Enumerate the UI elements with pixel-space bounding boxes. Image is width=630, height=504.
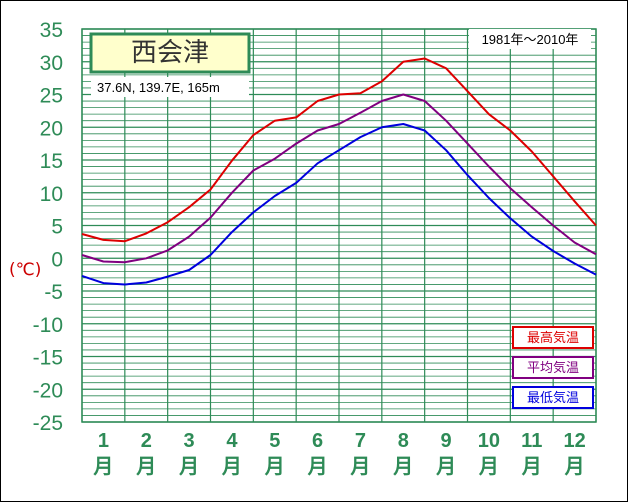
y-tick-label: -20 bbox=[33, 379, 63, 402]
x-tick-suffix: 月 bbox=[178, 456, 199, 478]
x-tick-suffix: 月 bbox=[264, 456, 285, 478]
legend-label: 最高気温 bbox=[527, 330, 579, 346]
station-title: 西会津 bbox=[131, 38, 209, 68]
y-axis-ticks: 35 30 25 20 15 10 5 0 -5 -10 -15 -20 -25 bbox=[33, 19, 63, 435]
legend-box bbox=[512, 326, 594, 349]
location-text: 37.6N, 139.7E, 165m bbox=[97, 80, 220, 95]
y-tick-label: -15 bbox=[33, 347, 63, 370]
x-axis-ticks: 1 月 2 月 3 月 4 月 5 月 6 月 7 月 8 月 9 月 10 月 11 月 12 月 bbox=[92, 430, 585, 478]
y-tick-label: -5 bbox=[44, 281, 63, 304]
period-text: 1981年〜2010年 bbox=[482, 32, 579, 47]
legend-box bbox=[512, 356, 594, 379]
legend-label: 平均気温 bbox=[527, 360, 579, 376]
y-tick-label: 25 bbox=[40, 85, 63, 108]
x-tick-label: 10 bbox=[478, 430, 500, 452]
y-axis-unit-label: (℃) bbox=[9, 260, 41, 280]
y-tick-label: 15 bbox=[40, 150, 63, 173]
legend-label: 最低気温 bbox=[527, 390, 579, 406]
x-tick-label: 4 bbox=[226, 430, 238, 452]
x-tick-suffix: 月 bbox=[135, 456, 156, 478]
station-title-box bbox=[89, 32, 251, 74]
x-tick-label: 11 bbox=[521, 430, 542, 452]
x-tick-suffix: 月 bbox=[349, 456, 370, 478]
x-tick-label: 8 bbox=[398, 430, 409, 452]
series-line bbox=[81, 123, 597, 286]
y-tick-label: 35 bbox=[40, 19, 63, 42]
y-tick-label: 20 bbox=[40, 117, 63, 140]
location-box bbox=[91, 77, 249, 97]
y-tick-label: 0 bbox=[51, 248, 63, 271]
x-tick-label: 7 bbox=[355, 430, 366, 452]
period-box bbox=[469, 29, 591, 49]
y-tick-label: 30 bbox=[40, 52, 63, 75]
series-line bbox=[81, 93, 597, 264]
y-tick-label: -10 bbox=[33, 314, 63, 337]
x-tick-suffix: 月 bbox=[92, 456, 113, 478]
x-tick-suffix: 月 bbox=[564, 456, 585, 478]
x-tick-suffix: 月 bbox=[435, 456, 456, 478]
x-tick-suffix: 月 bbox=[307, 456, 328, 478]
x-tick-label: 9 bbox=[441, 430, 452, 452]
x-tick-label: 12 bbox=[563, 430, 585, 452]
x-tick-label: 1 bbox=[98, 430, 109, 452]
y-tick-label: -25 bbox=[33, 412, 63, 435]
y-tick-label: 5 bbox=[51, 216, 63, 239]
x-tick-label: 3 bbox=[184, 430, 195, 452]
x-tick-suffix: 月 bbox=[521, 456, 542, 478]
legend-box bbox=[512, 386, 594, 409]
x-tick-label: 2 bbox=[141, 430, 152, 452]
x-tick-suffix: 月 bbox=[478, 456, 499, 478]
y-tick-label: 10 bbox=[40, 183, 63, 206]
x-tick-label: 5 bbox=[269, 430, 280, 452]
x-tick-suffix: 月 bbox=[392, 456, 413, 478]
x-tick-suffix: 月 bbox=[221, 456, 242, 478]
chart-series bbox=[81, 57, 597, 286]
x-tick-label: 6 bbox=[312, 430, 323, 452]
series-line bbox=[81, 57, 597, 243]
